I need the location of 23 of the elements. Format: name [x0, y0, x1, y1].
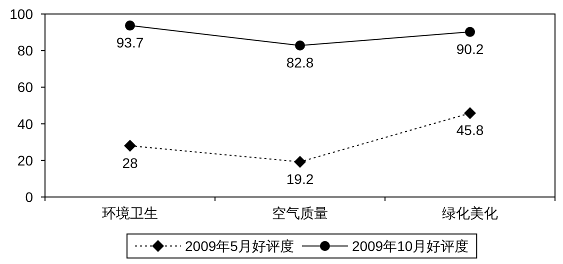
y-tick-label: 20 — [17, 152, 34, 168]
point — [465, 26, 475, 37]
y-tick-label: 100 — [10, 6, 34, 22]
y-tick-label: 80 — [17, 42, 34, 59]
x-tick-label: 绿化美化 — [442, 205, 498, 221]
data-label: 82.8 — [286, 54, 314, 70]
point — [125, 20, 135, 31]
legend-label: 2009年10月好评度 — [352, 238, 469, 254]
data-label: 90.2 — [456, 40, 484, 57]
x-tick-label: 环境卫生 — [102, 205, 158, 221]
x-tick-label: 空气质量 — [272, 205, 328, 221]
data-label: 45.8 — [456, 122, 484, 138]
point — [294, 156, 306, 168]
legend-label: 2009年5月好评度 — [185, 238, 294, 254]
y-tick-label: 40 — [17, 116, 34, 132]
y-tick-label: 0 — [25, 189, 34, 205]
data-label: 28 — [122, 154, 138, 171]
data-label: 93.7 — [116, 34, 144, 51]
data-label: 19.2 — [286, 170, 314, 187]
point — [464, 107, 476, 120]
point — [295, 40, 305, 50]
y-tick-label: 60 — [17, 79, 34, 96]
point — [124, 140, 136, 152]
